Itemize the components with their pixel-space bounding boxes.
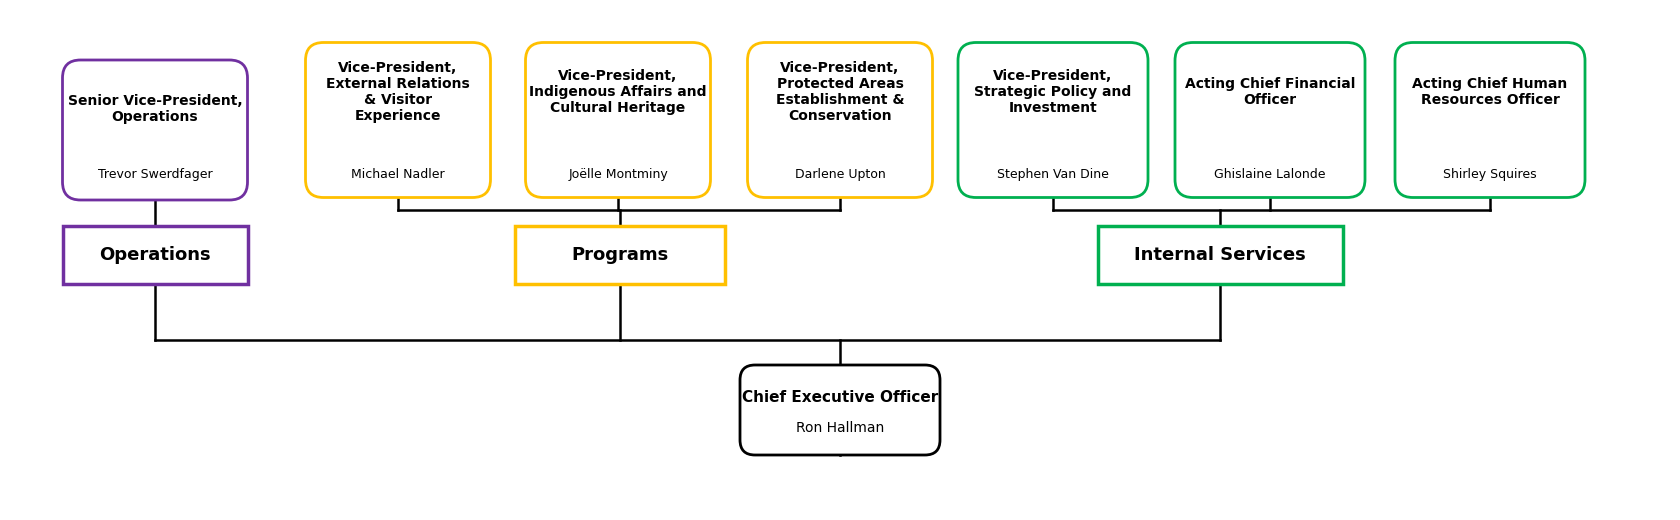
FancyBboxPatch shape [62,60,247,200]
FancyBboxPatch shape [526,43,711,198]
Text: Vice-President,
External Relations
& Visitor
Experience: Vice-President, External Relations & Vis… [326,61,470,123]
Text: Vice-President,
Strategic Policy and
Investment: Vice-President, Strategic Policy and Inv… [974,69,1132,115]
Text: Ron Hallman: Ron Hallman [796,421,884,435]
Text: Acting Chief Financial
Officer: Acting Chief Financial Officer [1184,77,1356,107]
FancyBboxPatch shape [1394,43,1584,198]
Text: Operations: Operations [99,246,210,264]
Text: Senior Vice-President,
Operations: Senior Vice-President, Operations [67,94,242,124]
Text: Programs: Programs [571,246,669,264]
FancyBboxPatch shape [516,226,726,284]
FancyBboxPatch shape [739,365,941,455]
Text: Vice-President,
Protected Areas
Establishment &
Conservation: Vice-President, Protected Areas Establis… [776,61,904,123]
FancyBboxPatch shape [748,43,932,198]
Text: Darlene Upton: Darlene Upton [795,168,885,181]
FancyBboxPatch shape [1174,43,1366,198]
Text: Michael Nadler: Michael Nadler [351,168,445,181]
Text: Trevor Swerdfager: Trevor Swerdfager [97,168,212,181]
Text: Acting Chief Human
Resources Officer: Acting Chief Human Resources Officer [1413,77,1567,107]
Text: Vice-President,
Indigenous Affairs and
Cultural Heritage: Vice-President, Indigenous Affairs and C… [529,69,707,115]
Text: Joëlle Montminy: Joëlle Montminy [568,168,669,181]
Text: Ghislaine Lalonde: Ghislaine Lalonde [1215,168,1326,181]
Text: Stephen Van Dine: Stephen Van Dine [996,168,1109,181]
Text: Internal Services: Internal Services [1134,246,1305,264]
Text: Shirley Squires: Shirley Squires [1443,168,1537,181]
FancyBboxPatch shape [306,43,491,198]
FancyBboxPatch shape [958,43,1147,198]
FancyBboxPatch shape [62,226,247,284]
Text: Chief Executive Officer: Chief Executive Officer [743,391,937,406]
FancyBboxPatch shape [1097,226,1342,284]
